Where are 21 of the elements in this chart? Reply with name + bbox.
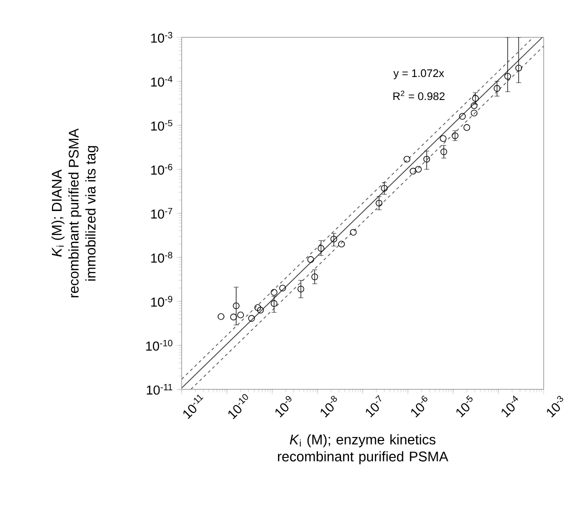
y-tick-label: 10$^{-3}$ [151,32,172,43]
y-tick-label: 10$^{-7}$ [151,208,172,219]
x-tick-label: 10$^{-10}$ [228,394,248,420]
x-tick-label: 10$^{-3}$ [546,396,564,418]
x-tick-label: 10$^{-11}$ [183,394,204,419]
x-tick-label: 10$^{-8}$ [320,396,337,418]
x-tick-label: 10$^{-4}$ [502,396,518,418]
y-tick-label: 10$^{-10}$ [146,340,172,351]
x-tick-label: 10$^{-9}$ [275,396,292,418]
y-tick-label: 10$^{-9}$ [151,296,172,307]
annotation: y = 1.072x [393,69,444,80]
y-tick-label: 10$^{-4}$ [151,76,172,87]
x-tick-label: 10$^{-7}$ [366,395,382,418]
annotation: R$^{2}$ = 0.982 [393,90,445,100]
y-tick-label: 10$^{-5}$ [151,120,172,131]
x-axis-title: K$_{i}$ (M); enzyme kinetics recombinant purified PSMA [278,434,448,464]
y-tick-label: 10$^{-11}$ [146,384,172,395]
x-tick-label: 10$^{-6}$ [411,396,428,418]
y-tick-label: 10$^{-6}$ [151,164,172,175]
y-tick-label: 10$^{-8}$ [151,252,172,263]
x-tick-label: 10$^{-5}$ [456,395,473,418]
